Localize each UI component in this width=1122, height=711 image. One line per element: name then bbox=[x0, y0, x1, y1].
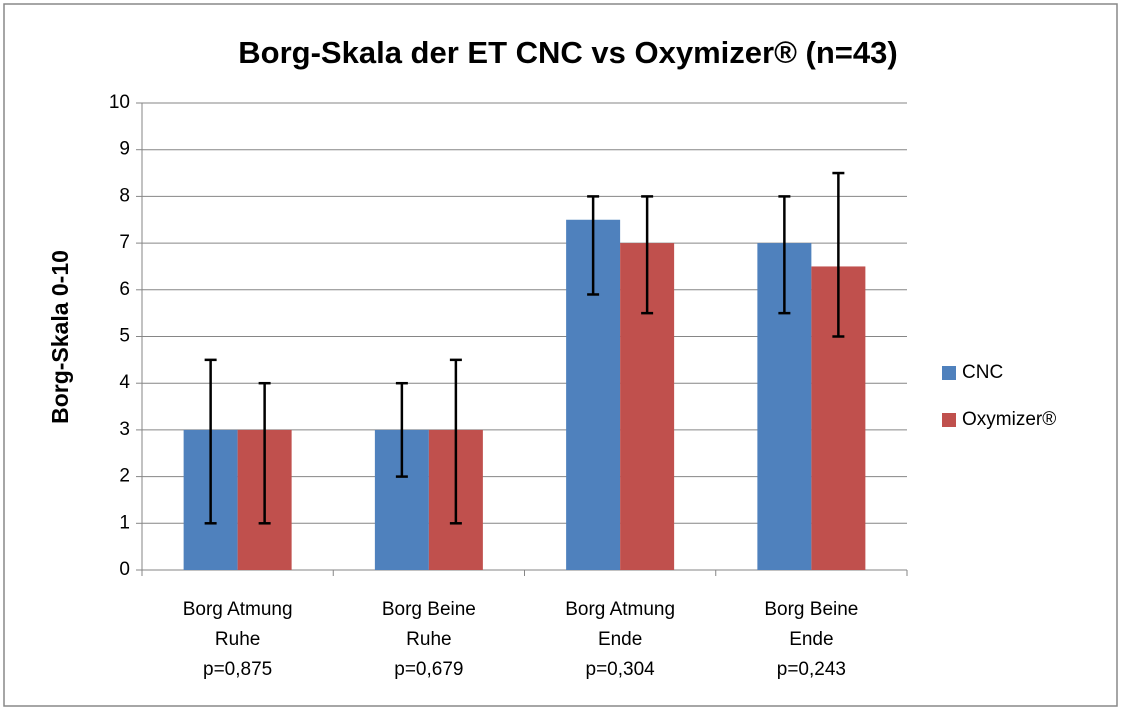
y-tick-label: 10 bbox=[109, 92, 130, 113]
y-tick-label: 4 bbox=[119, 372, 130, 393]
legend-swatch bbox=[942, 413, 956, 427]
y-tick-label: 0 bbox=[119, 559, 130, 580]
error-bar bbox=[587, 195, 600, 296]
error-bar bbox=[204, 358, 217, 525]
y-tick-label: 9 bbox=[119, 139, 130, 160]
y-tick-label: 3 bbox=[119, 419, 130, 440]
y-tick-label: 7 bbox=[119, 232, 130, 253]
x-tick-label: Ruhe bbox=[406, 629, 451, 650]
error-bar bbox=[449, 358, 462, 525]
y-tick-label: 5 bbox=[119, 326, 130, 347]
y-tick-label: 2 bbox=[119, 466, 130, 487]
x-tick-label: p=0,304 bbox=[586, 659, 656, 680]
error-bar bbox=[832, 171, 845, 338]
x-tick-label: Ende bbox=[789, 629, 833, 650]
error-bar bbox=[641, 195, 654, 315]
x-tick-label: Borg Atmung bbox=[565, 599, 675, 620]
y-tick-label: 8 bbox=[119, 185, 130, 206]
error-bar bbox=[395, 381, 408, 478]
x-tick-label: Ende bbox=[598, 629, 642, 650]
error-bar bbox=[778, 195, 791, 315]
legend-label: CNC bbox=[962, 362, 1003, 383]
x-tick-label: p=0,875 bbox=[203, 659, 272, 680]
y-axis-label: Borg-Skala 0-10 bbox=[47, 250, 73, 424]
y-tick-label: 6 bbox=[119, 279, 130, 300]
x-tick-label: p=0,243 bbox=[777, 659, 846, 680]
error-bar bbox=[258, 381, 271, 525]
x-tick-label: Borg Atmung bbox=[183, 599, 293, 620]
x-tick-label: p=0,679 bbox=[394, 659, 463, 680]
chart-title: Borg-Skala der ET CNC vs Oxymizer® (n=43… bbox=[238, 35, 897, 70]
legend-swatch bbox=[942, 366, 956, 380]
y-tick-label: 1 bbox=[119, 512, 130, 533]
chart-border bbox=[3, 3, 1118, 707]
x-tick-label: Borg Beine bbox=[382, 599, 476, 620]
legend-label: Oxymizer® bbox=[962, 409, 1056, 430]
x-tick-label: Ruhe bbox=[215, 629, 260, 650]
x-tick-label: Borg Beine bbox=[764, 599, 858, 620]
